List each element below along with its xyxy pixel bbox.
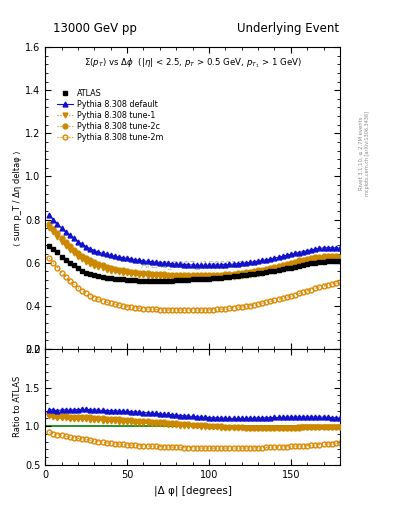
Text: 13000 GeV pp: 13000 GeV pp [53,22,137,35]
Text: Underlying Event: Underlying Event [237,22,339,35]
Text: ATLAS_2017_I1509919: ATLAS_2017_I1509919 [141,260,244,269]
Y-axis label: ⟨ sum p_T / Δη deltaφ ⟩: ⟨ sum p_T / Δη deltaφ ⟩ [13,150,22,246]
Y-axis label: Ratio to ATLAS: Ratio to ATLAS [13,376,22,437]
Text: $\Sigma(p_T)$ vs $\Delta\phi$  ($|\eta|$ < 2.5, $p_T$ > 0.5 GeV, $p_{T_1}$ > 1 G: $\Sigma(p_T)$ vs $\Delta\phi$ ($|\eta|$ … [84,56,301,70]
Legend: ATLAS, Pythia 8.308 default, Pythia 8.308 tune-1, Pythia 8.308 tune-2c, Pythia 8: ATLAS, Pythia 8.308 default, Pythia 8.30… [55,88,165,144]
Text: mcplots.cern.ch [arXiv:1306.3436]: mcplots.cern.ch [arXiv:1306.3436] [365,111,370,196]
X-axis label: |Δ φ| [degrees]: |Δ φ| [degrees] [154,485,231,496]
Text: Rivet 3.1.10, ≥ 2.7M events: Rivet 3.1.10, ≥ 2.7M events [359,117,364,190]
